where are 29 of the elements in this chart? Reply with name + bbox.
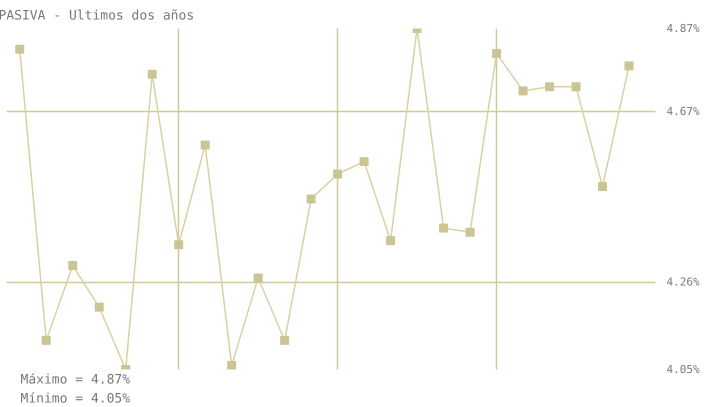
point bbox=[545, 82, 554, 92]
point bbox=[360, 157, 369, 166]
point bbox=[439, 224, 448, 233]
point bbox=[466, 228, 475, 237]
point bbox=[254, 274, 263, 283]
y-tick-label: 4.05% bbox=[666, 363, 700, 376]
point bbox=[15, 44, 24, 54]
chart-title: PASIVA - Ultimos dos años bbox=[0, 8, 194, 24]
point bbox=[200, 140, 210, 150]
y-tick-label: 4.26% bbox=[666, 276, 700, 289]
text: Máximo = 4.87% bbox=[20, 372, 130, 388]
point bbox=[492, 48, 502, 58]
y-tick-label: 4.87% bbox=[666, 22, 700, 35]
point bbox=[386, 236, 396, 246]
point bbox=[174, 240, 184, 250]
point bbox=[518, 86, 528, 96]
point bbox=[624, 61, 634, 70]
point bbox=[333, 170, 342, 179]
text: Mínimo = 4.05% bbox=[20, 392, 130, 406]
point bbox=[148, 70, 157, 79]
point bbox=[68, 261, 78, 270]
point bbox=[280, 336, 290, 345]
point bbox=[227, 360, 236, 370]
point bbox=[42, 336, 51, 345]
point bbox=[572, 82, 581, 92]
point bbox=[306, 194, 316, 204]
y-tick-label: 4.67% bbox=[666, 105, 700, 118]
point bbox=[598, 182, 608, 192]
point bbox=[94, 302, 104, 312]
